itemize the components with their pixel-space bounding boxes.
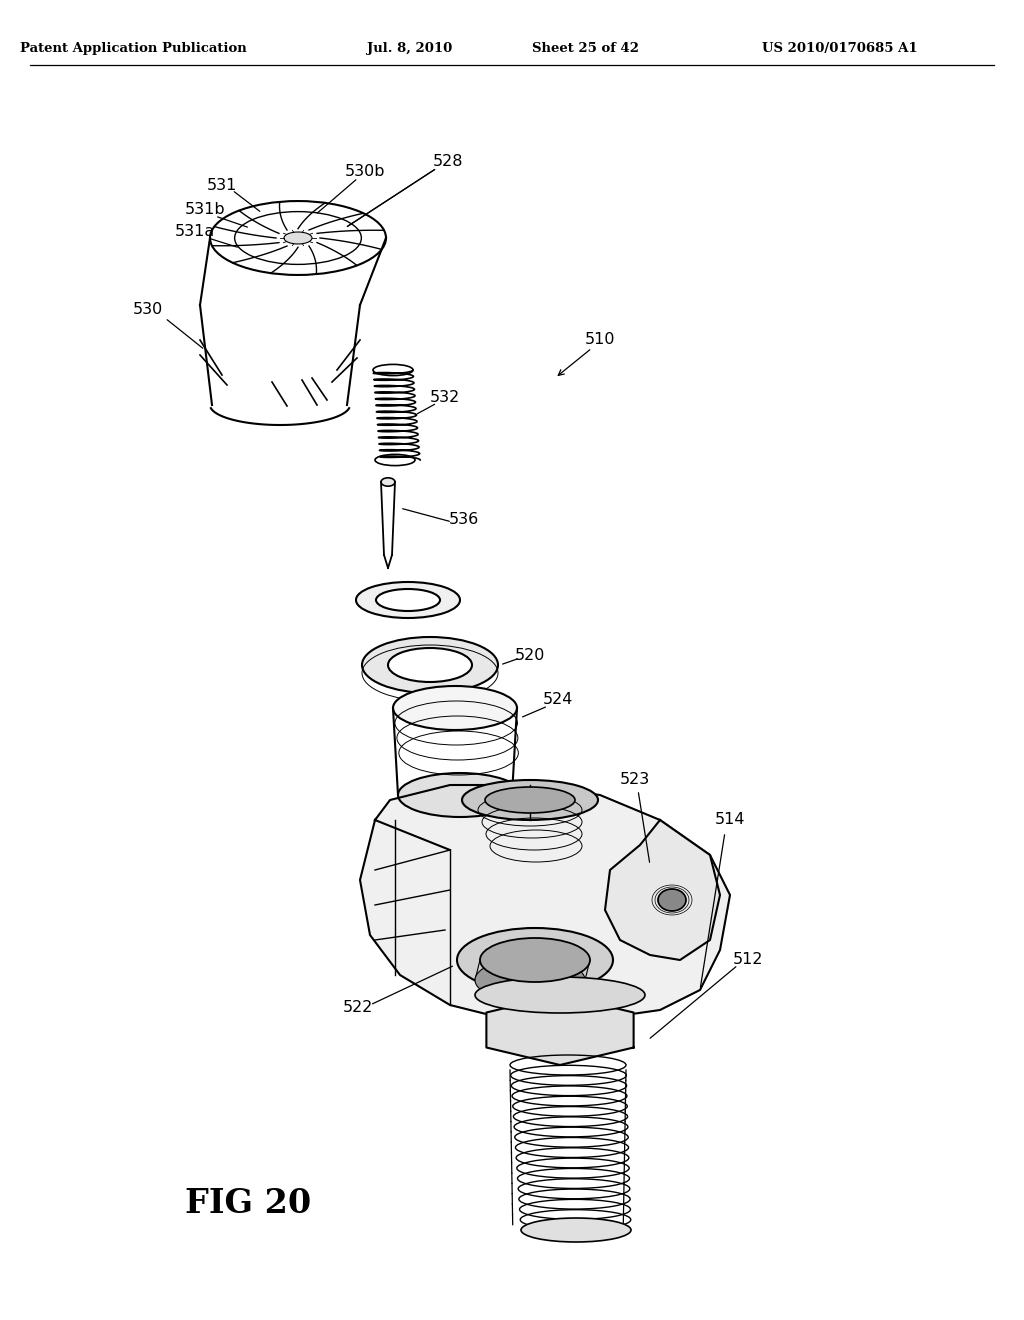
Text: 520: 520 (515, 648, 545, 663)
Text: Patent Application Publication: Patent Application Publication (19, 42, 247, 54)
Ellipse shape (462, 780, 598, 820)
Text: 514: 514 (715, 813, 745, 828)
Ellipse shape (521, 1218, 631, 1242)
Ellipse shape (457, 928, 613, 993)
Ellipse shape (393, 686, 517, 730)
Text: 530b: 530b (345, 165, 385, 180)
Ellipse shape (485, 787, 575, 813)
Ellipse shape (388, 648, 472, 682)
Ellipse shape (362, 638, 498, 693)
Text: 531a: 531a (175, 224, 215, 239)
Text: 510: 510 (585, 333, 615, 347)
Ellipse shape (234, 211, 361, 264)
Polygon shape (605, 820, 720, 960)
Ellipse shape (376, 589, 440, 611)
Polygon shape (360, 785, 730, 1020)
Text: 522: 522 (343, 1001, 373, 1015)
Text: 523: 523 (620, 772, 650, 788)
Ellipse shape (658, 888, 686, 911)
Ellipse shape (475, 977, 645, 1012)
Text: 532: 532 (430, 391, 460, 405)
Text: Jul. 8, 2010: Jul. 8, 2010 (368, 42, 453, 54)
Text: FIG 20: FIG 20 (185, 1188, 311, 1220)
Text: 512: 512 (733, 953, 763, 968)
Ellipse shape (210, 201, 386, 275)
Text: 528: 528 (433, 154, 463, 169)
Ellipse shape (356, 582, 460, 618)
Text: 536: 536 (449, 512, 479, 528)
Ellipse shape (284, 232, 312, 244)
Text: US 2010/0170685 A1: US 2010/0170685 A1 (762, 42, 918, 54)
Ellipse shape (475, 958, 585, 1002)
Ellipse shape (398, 774, 522, 817)
Text: 531: 531 (207, 177, 238, 193)
Ellipse shape (480, 939, 590, 982)
Polygon shape (486, 995, 634, 1065)
Text: 530: 530 (133, 302, 163, 318)
Text: 524: 524 (543, 693, 573, 708)
Ellipse shape (381, 478, 395, 486)
Text: Sheet 25 of 42: Sheet 25 of 42 (531, 42, 639, 54)
Text: 531b: 531b (184, 202, 225, 218)
